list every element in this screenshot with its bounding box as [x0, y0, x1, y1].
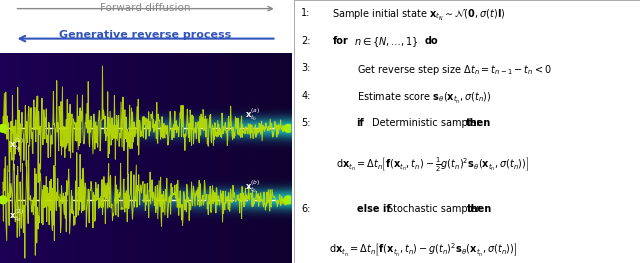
Text: $\mathrm{d}\mathbf{x}_{t_n} = \Delta t_n \left[\mathbf{f}(\mathbf{x}_{t_n}, t_n): $\mathrm{d}\mathbf{x}_{t_n} = \Delta t_n… [336, 156, 529, 174]
Text: then: then [467, 204, 492, 214]
Text: Forward diffusion: Forward diffusion [100, 3, 191, 13]
Text: else if: else if [356, 204, 390, 214]
Text: 3:: 3: [301, 63, 310, 73]
Point [283, 198, 293, 202]
Text: $\mathbf{x}_{t_N}^{(2)}$: $\mathbf{x}_{t_N}^{(2)}$ [9, 208, 24, 224]
Text: if: if [356, 118, 364, 128]
Text: Generative reverse process: Generative reverse process [60, 30, 232, 40]
Text: do: do [425, 36, 438, 45]
Text: Estimate score $\mathbf{s}_\theta(\mathbf{x}_{t_n}, \sigma(t_n))$: Estimate score $\mathbf{s}_\theta(\mathb… [356, 91, 492, 106]
Text: Stochastic sampler: Stochastic sampler [387, 204, 481, 214]
Text: $\mathbf{x}_{t_0}^{(a)}$: $\mathbf{x}_{t_0}^{(a)}$ [244, 107, 260, 123]
Text: Deterministic sampler: Deterministic sampler [372, 118, 481, 128]
Text: $n \in \{N, \ldots, 1\}$: $n \in \{N, \ldots, 1\}$ [354, 36, 419, 49]
Text: 4:: 4: [301, 91, 310, 101]
Text: 2:: 2: [301, 36, 311, 45]
Text: $\mathbf{x}_{t_N}^{(1)}$: $\mathbf{x}_{t_N}^{(1)}$ [9, 136, 24, 153]
Point [283, 126, 293, 130]
Text: Get reverse step size $\Delta t_n = t_{n-1} - t_n < 0$: Get reverse step size $\Delta t_n = t_{n… [356, 63, 552, 77]
Text: for: for [332, 36, 348, 45]
Text: $\mathrm{d}\mathbf{x}_{t_n} = \Delta t_n \left[\mathbf{f}(\mathbf{x}_{t_n}, t_n): $\mathrm{d}\mathbf{x}_{t_n} = \Delta t_n… [329, 241, 517, 258]
Text: 6:: 6: [301, 204, 310, 214]
Text: Sample initial state $\mathbf{x}_{t_N} \sim \mathcal{N}(\mathbf{0}, \sigma(t)\ma: Sample initial state $\mathbf{x}_{t_N} \… [332, 8, 506, 23]
Point [0, 198, 8, 202]
Text: $\mathbf{x}_{t_0}^{(b)}$: $\mathbf{x}_{t_0}^{(b)}$ [244, 178, 260, 195]
Point [0, 126, 8, 130]
Text: 5:: 5: [301, 118, 311, 128]
Text: then: then [465, 118, 491, 128]
Text: 1:: 1: [301, 8, 310, 18]
